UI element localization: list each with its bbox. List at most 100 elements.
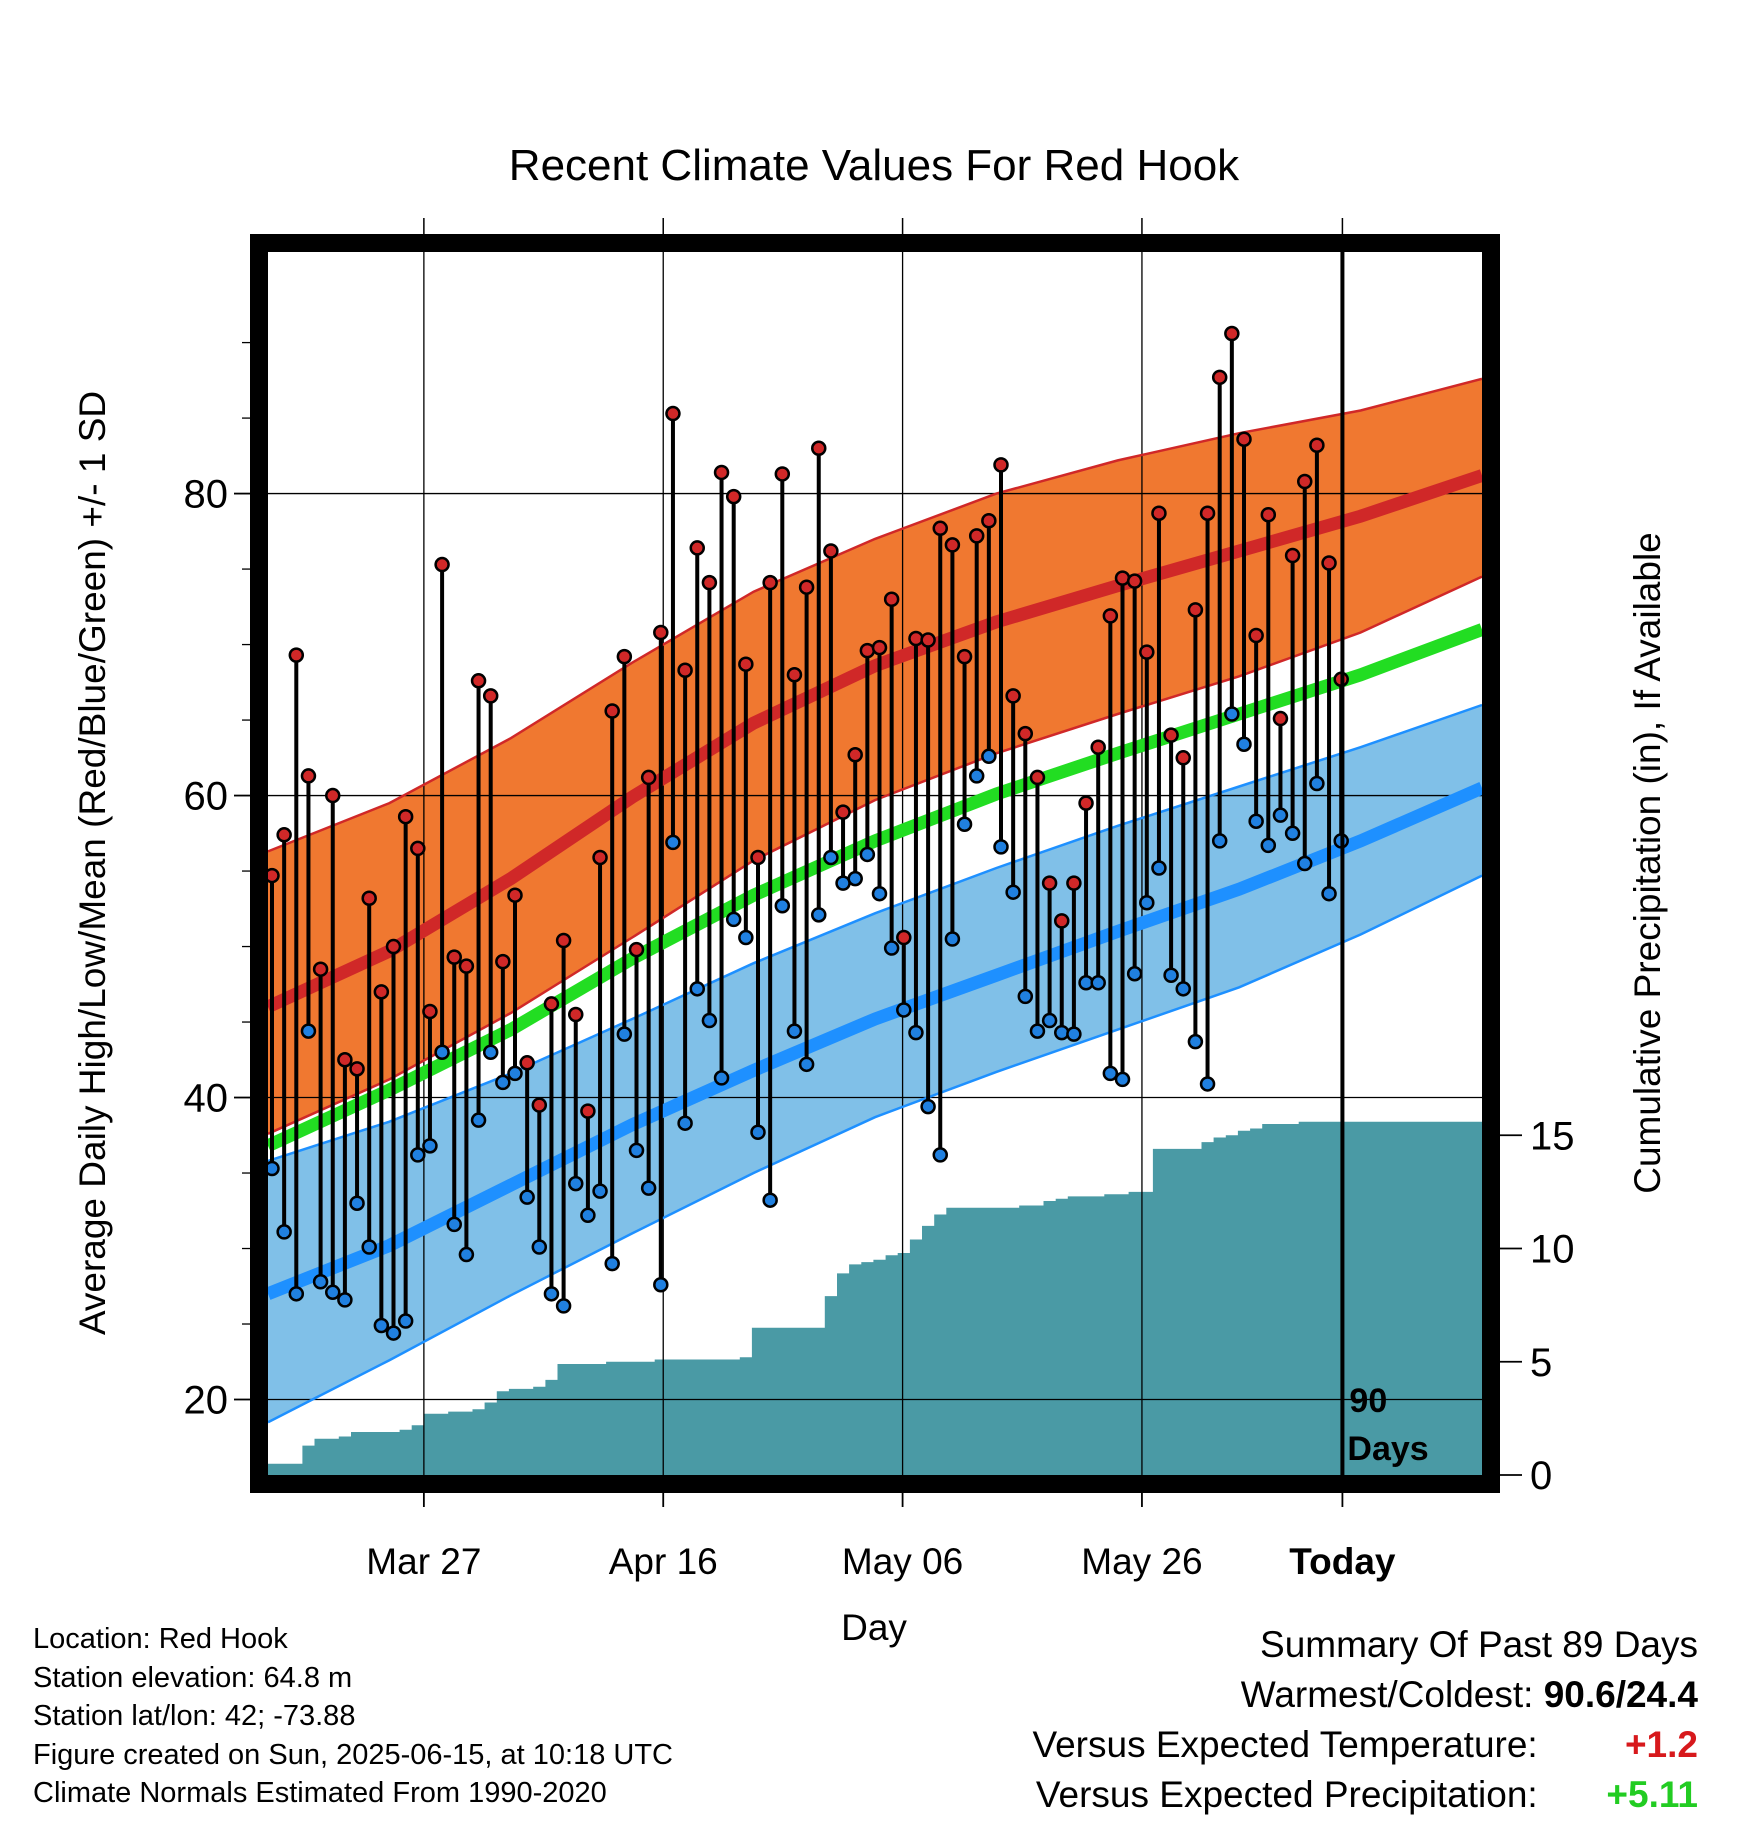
low-marker: [1151, 860, 1167, 876]
low-marker: [1321, 885, 1337, 902]
y2-axis-label: Cumulative Precipitation (in), If Availa…: [1627, 532, 1668, 1194]
high-marker: [1017, 725, 1034, 742]
high-marker: [288, 647, 305, 663]
high-marker: [604, 703, 620, 719]
latlon-text: Station lat/lon: 42; -73.88: [33, 1700, 356, 1732]
high-marker: [871, 639, 888, 656]
high-marker: [1114, 570, 1131, 586]
high-marker: [665, 405, 681, 422]
normal-lines: [265, 377, 1485, 1424]
temp-label: Versus Expected Temperature:: [1032, 1724, 1538, 1765]
x-tick-label: Mar 27: [366, 1541, 481, 1582]
high-marker: [738, 656, 754, 672]
summary-warmest-row: Warmest/Coldest: 90.6/24.4: [1032, 1670, 1698, 1720]
high-marker: [1102, 608, 1119, 624]
high-marker: [422, 1003, 438, 1020]
low-marker: [446, 1216, 462, 1233]
low-marker: [555, 1298, 572, 1314]
low-marker: [337, 1292, 353, 1308]
high-marker: [1260, 506, 1277, 523]
high-marker: [1175, 750, 1191, 766]
low-marker: [1187, 1033, 1204, 1050]
high-marker: [896, 929, 912, 946]
low-marker: [786, 1023, 803, 1039]
low-marker: [616, 1026, 633, 1042]
high-marker: [1151, 505, 1167, 521]
high-marker: [640, 769, 657, 786]
low-marker: [482, 1044, 499, 1060]
low-marker: [1284, 825, 1301, 842]
low-marker: [1029, 1023, 1046, 1039]
y2-tick-label: 15: [1530, 1114, 1575, 1158]
high-marker: [397, 808, 414, 825]
low-marker: [896, 1002, 912, 1018]
plot-fills: [268, 378, 1482, 1475]
chart-title: Recent Climate Values For Red Hook: [509, 141, 1240, 190]
low-marker: [288, 1286, 305, 1302]
high-marker: [823, 543, 839, 559]
x-tick-label: May 06: [842, 1541, 963, 1582]
low-marker: [968, 768, 985, 784]
low-marker: [385, 1325, 402, 1341]
high-marker: [835, 804, 851, 820]
low-marker: [568, 1175, 584, 1192]
high-marker: [1029, 769, 1046, 786]
low-marker: [628, 1142, 645, 1159]
low-marker: [823, 849, 839, 866]
low-marker: [276, 1224, 292, 1240]
high-marker: [434, 556, 450, 573]
low-marker: [762, 1192, 778, 1208]
low-marker: [592, 1183, 608, 1199]
low-marker: [1309, 775, 1325, 792]
high-marker: [750, 849, 766, 866]
high-mean-line: [265, 469, 1485, 1013]
high-marker: [276, 827, 292, 843]
high-marker: [883, 591, 900, 608]
high-marker: [1041, 875, 1058, 891]
low-marker: [458, 1246, 475, 1263]
low-marker: [847, 870, 863, 887]
normals-period-text: Climate Normals Estimated From 1990-2020: [33, 1777, 607, 1809]
low-marker: [1090, 975, 1106, 991]
high-marker: [628, 941, 645, 958]
low-marker: [410, 1147, 426, 1163]
high-marker: [1078, 795, 1094, 811]
low-marker: [1102, 1065, 1119, 1082]
high-marker: [300, 768, 317, 784]
mean-line: [265, 623, 1485, 1152]
low-marker: [1126, 965, 1143, 982]
low-marker: [361, 1239, 377, 1255]
location-text: Location: Red Hook: [33, 1623, 288, 1655]
low-marker: [373, 1317, 390, 1334]
warmest-value: 90.6/24.4: [1543, 1674, 1698, 1715]
high-marker: [592, 849, 608, 866]
low-marker: [665, 834, 681, 851]
low-marker: [422, 1138, 438, 1154]
low-marker: [519, 1189, 535, 1205]
low-marker: [640, 1180, 657, 1196]
low-marker: [1224, 706, 1240, 722]
warmest-label: Warmest/Coldest:: [1240, 1674, 1534, 1715]
y-tick-label: 20: [184, 1379, 229, 1423]
summary-precip-row: Versus Expected Precipitation: +5.11: [1032, 1770, 1698, 1820]
high-marker: [1187, 602, 1204, 618]
low-marker: [981, 748, 997, 765]
low-marker: [689, 981, 705, 997]
high-marker: [1005, 688, 1021, 704]
y-axis-label: Average Daily High/Low/Mean (Red/Blue/Gr…: [72, 391, 113, 1335]
low-marker: [932, 1147, 948, 1163]
high-marker: [1224, 325, 1240, 342]
low-marker: [956, 816, 973, 832]
high-marker: [847, 747, 863, 763]
high-marker: [361, 890, 377, 906]
low-marker: [653, 1277, 669, 1293]
high-marker: [786, 667, 803, 683]
high-marker: [325, 787, 341, 804]
high-marker: [385, 938, 402, 955]
low-marker: [312, 1273, 329, 1290]
low-marker: [580, 1207, 596, 1224]
x-tick-label: Today: [1289, 1541, 1396, 1582]
elevation-text: Station elevation: 64.8 m: [33, 1661, 353, 1694]
daily-temperature-stems: [264, 325, 1349, 1341]
